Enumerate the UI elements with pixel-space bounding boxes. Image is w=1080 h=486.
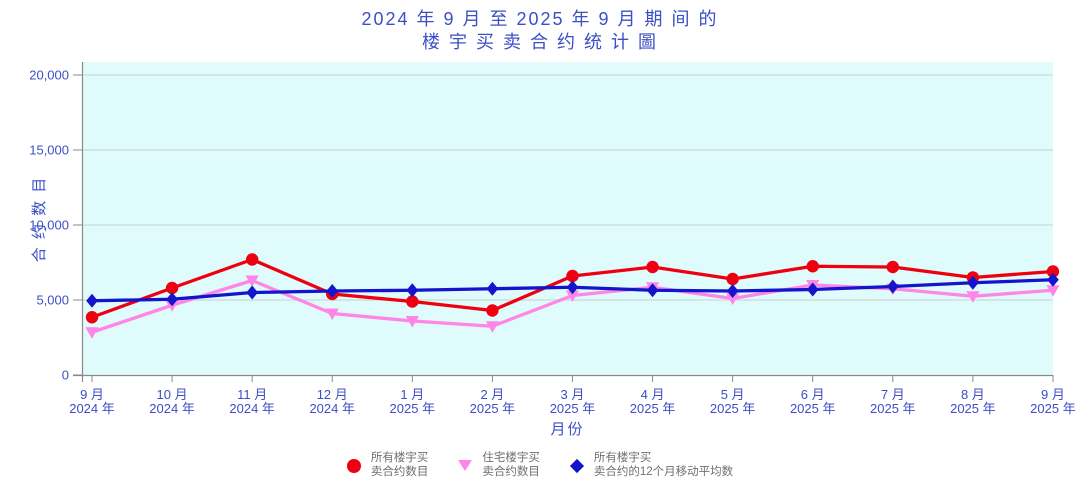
x-tick-label-year: 2024 年 [309,401,355,416]
chart-title-line2: 楼 宇 买 卖 合 约 统 计 圖 [421,32,658,52]
data-point-diamond [967,275,979,290]
data-point-triangle [325,308,339,320]
x-tick-label-year: 2025 年 [1030,401,1076,416]
legend-item-circle: 所有楼宇买 卖合约数目 [346,452,429,479]
x-tick-label-year: 2024 年 [149,401,195,416]
x-tick-label-year: 2025 年 [630,401,676,416]
legend-item-diamond: 所有楼宇买 卖合约的12个月移动平均数 [569,452,734,479]
plot-area [82,62,1053,375]
x-tick-label-year: 2025 年 [390,401,436,416]
legend-marker-triangle-down-icon [458,460,473,471]
legend-label: 所有楼宇买 [370,452,429,464]
data-point-diamond [246,285,258,300]
data-point-triangle [85,327,99,339]
legend-label: 卖合约数目 [370,465,429,478]
x-tick-label-year: 2024 年 [69,401,115,416]
x-tick-label-year: 2025 年 [470,401,516,416]
x-tick-label-month: 9 月 [1041,387,1065,402]
legend-label: 所有楼宇买 [593,452,652,464]
x-tick-label-month: 11 月 [237,387,267,402]
data-point-diamond [166,292,178,307]
chart-title: 2024 年 9 月 至 2025 年 9 月 期 间 的 楼 宇 买 卖 合 … [0,0,1080,55]
data-point-triangle [726,293,740,305]
data-point-circle [406,295,419,308]
legend-label: 卖合约数目 [482,465,540,478]
x-axis-title: 月份 [550,421,584,438]
data-point-circle [886,260,899,274]
legend-label: 住宅楼宇买 [482,452,540,464]
legend-label: 卖合约的12个月移动平均数 [593,465,734,478]
data-point-triangle [405,316,419,328]
data-point-diamond [406,283,419,298]
legend-item-triangle-down: 住宅楼宇买 卖合约数目 [458,452,540,479]
y-tick-labels: 0 5,000 10,000 15,000 20,000 [29,68,69,383]
data-point-triangle [966,291,980,303]
data-point-diamond [326,284,339,298]
data-point-triangle [1046,285,1060,297]
y-tick-label: 15,000 [29,143,69,158]
data-point-circle [245,253,259,266]
y-tick-label: 10,000 [29,218,69,233]
data-point-triangle [245,275,259,287]
data-point-circle [726,272,739,286]
data-point-diamond [486,281,499,296]
x-tick-label-year: 2025 年 [550,401,596,416]
data-point-diamond [566,280,579,295]
data-point-circle [85,311,99,324]
x-tick-label-month: 5 月 [721,387,745,402]
y-gridlines [82,74,1053,301]
series-diamond [86,272,1059,308]
x-tick-label-year: 2025 年 [950,401,996,416]
data-point-diamond [726,284,739,298]
data-point-circle [646,260,659,274]
data-point-diamond [86,293,98,308]
data-point-diamond [806,282,819,297]
x-tick-label-month: 9 月 [80,387,104,402]
data-point-circle [165,281,179,295]
chart-legend: 所有楼宇买 卖合约数目 住宅楼宇买 卖合约数目 所有楼宇买 卖合约的12个月移动平均数 [0,445,1080,486]
x-tick-label-month: 1 月 [400,387,424,402]
y-axis-title: 合 约 数 目 [31,176,48,263]
x-tick-label-month: 10 月 [157,387,188,402]
x-tick-label-month: 3 月 [561,387,585,402]
x-tick-label-month: 7 月 [881,387,905,402]
x-tick-label-year: 2025 年 [710,401,756,416]
x-tick-label-month: 8 月 [961,387,985,402]
x-tick-label-month: 6 月 [801,387,825,402]
legend-marker-diamond-icon [569,458,584,473]
axis-ticks [73,74,1054,382]
x-tick-label-month: 12 月 [317,387,348,402]
x-tick-label-month: 2 月 [480,387,504,402]
x-tick-label-month: 4 月 [641,387,665,402]
chart-title-line1: 2024 年 9 月 至 2025 年 9 月 期 间 的 [361,9,719,29]
y-tick-label: 20,000 [29,68,69,83]
y-tick-label: 5,000 [36,293,69,308]
y-tick-label: 0 [62,368,69,383]
legend-marker-circle-icon [346,458,361,473]
data-point-circle [1046,265,1060,278]
data-point-diamond [1047,272,1059,287]
x-tick-label-year: 2025 年 [870,401,916,416]
data-point-circle [566,269,579,283]
data-point-circle [806,260,819,273]
data-point-circle [486,304,499,317]
data-point-diamond [646,283,659,298]
x-tick-label-year: 2024 年 [229,401,275,416]
x-tick-label-year: 2025 年 [790,401,836,416]
data-point-triangle [485,321,499,333]
data-point-triangle [565,290,580,302]
data-point-diamond [887,279,899,294]
